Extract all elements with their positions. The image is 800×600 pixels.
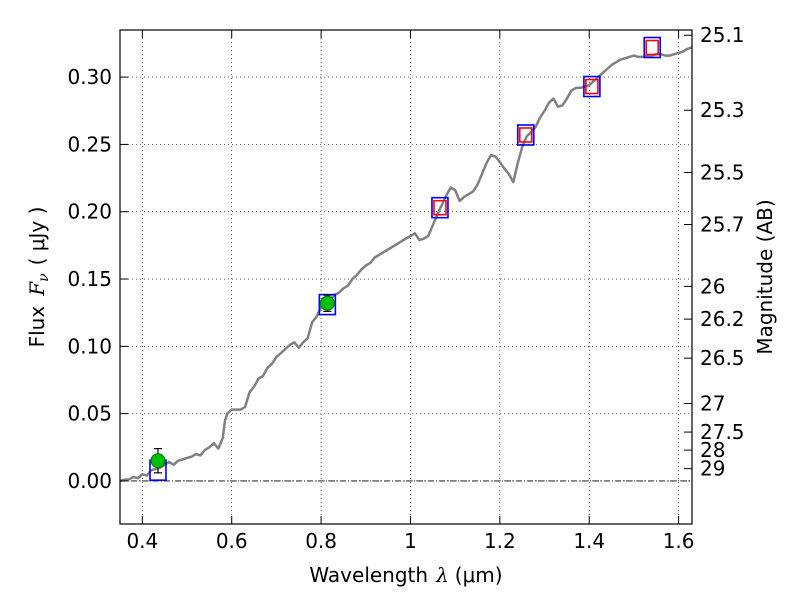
y-axis-label-unit: ( μJy ) [25, 207, 49, 266]
y-tick-label: 0.25 [67, 132, 112, 156]
y-tick-label: 0.05 [67, 402, 112, 426]
y-axis-label-text: Flux [25, 306, 49, 348]
upper-limit-marker [518, 127, 533, 143]
x-tick-label: 1 [404, 529, 417, 553]
upper-limit-marker [433, 199, 447, 216]
x-tick-label: 0.8 [305, 529, 337, 553]
plot-area-frame [119, 29, 693, 525]
magnitude-tick-label: 26.5 [700, 346, 745, 370]
magnitude-tick-label: 25.1 [700, 23, 745, 47]
x-tick-label: 1.2 [484, 529, 516, 553]
upper-limit-marker [645, 39, 660, 56]
x-axis-label: Wavelength λ (μm) [309, 563, 502, 587]
model-photometry-marker [643, 36, 662, 59]
x-tick-label: 1.6 [663, 529, 695, 553]
magnitude-tick-label: 28 [700, 438, 725, 462]
upper-limit-marker [585, 78, 599, 95]
chart-series [119, 36, 693, 483]
y-axis-label: Flux Fν ( μJy ) [25, 207, 52, 348]
x-axis-label-text: Wavelength [309, 563, 428, 587]
y-axis-label-symbol: F [25, 281, 49, 297]
model-photometry-marker [516, 124, 535, 146]
y-tick-label: 0.30 [67, 65, 112, 89]
y-axis-label-subscript: ν [36, 273, 52, 282]
x-tick-label: 0.4 [126, 529, 158, 553]
y-tick-label: 0.10 [67, 334, 112, 358]
x-tick-label: 0.6 [216, 529, 248, 553]
magnitude-tick-label: 26 [700, 274, 725, 298]
observed-data-point [319, 295, 335, 311]
axis-ticks: 0.4 0.6 0.8 1 1.2 1.4 1.6 0.00 0.05 0.10 0.15 0.20 0… [67, 23, 744, 553]
right-axis-label: Magnitude (AB) [753, 199, 777, 354]
x-axis-label-unit: (μm) [455, 563, 503, 587]
magnitude-tick-label: 29 [700, 457, 725, 481]
x-axis-label-symbol: λ [435, 563, 449, 587]
y-tick-label: 0.15 [67, 267, 112, 291]
y-tick-label: 0.00 [67, 469, 112, 493]
y-tick-label: 0.20 [67, 200, 112, 224]
magnitude-tick-label: 27.5 [700, 420, 745, 444]
x-tick-label: 1.4 [573, 529, 605, 553]
magnitude-tick-label: 27 [700, 392, 725, 416]
observed-data-point [150, 453, 166, 469]
model-photometry-marker [583, 75, 601, 98]
magnitude-tick-label: 25.5 [700, 161, 745, 185]
magnitude-tick-label: 26.2 [700, 307, 745, 331]
sed-model-line [119, 46, 693, 483]
magnitude-tick-label: 25.7 [700, 213, 745, 237]
model-photometry-marker [431, 196, 449, 219]
magnitude-tick-label: 25.3 [700, 98, 745, 122]
